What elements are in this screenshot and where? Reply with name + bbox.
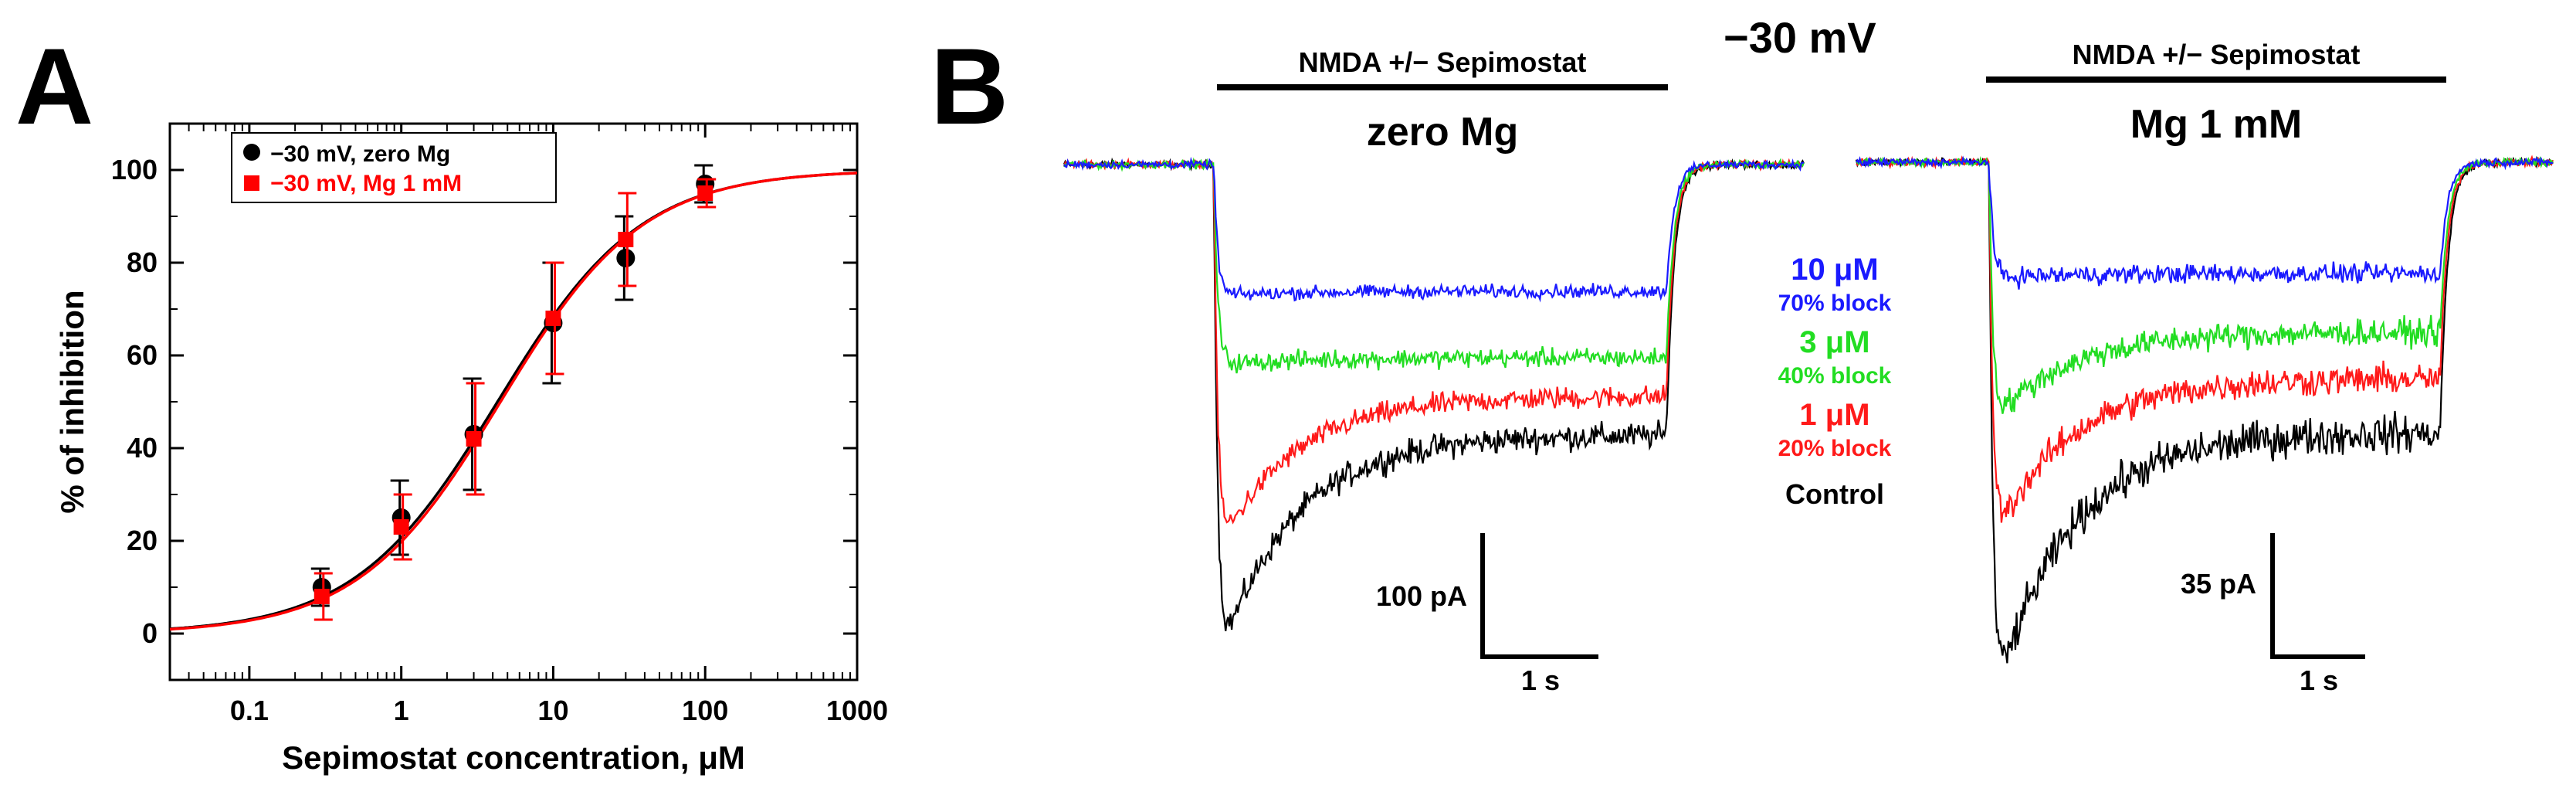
left-traces: [1063, 156, 1805, 631]
right-condition-label: Mg 1 mM: [2130, 102, 2302, 147]
x-tick-label: 0.1: [230, 695, 269, 726]
plot-frame: [168, 122, 859, 681]
conc-label-3: 3 μM: [1799, 325, 1869, 359]
conc-label-1: 1 μM: [1799, 398, 1869, 432]
data-point-mg: [393, 519, 409, 535]
left-scale-bar: [1480, 533, 1598, 659]
dose-response-chart: 0.1 1 10 100 1000 0 20 40 60 80 100 Sepimostat conc…: [54, 122, 888, 776]
trace-control: [1063, 157, 1805, 631]
trace-10-m: [1856, 155, 2553, 290]
trace-1-m: [1063, 157, 1805, 525]
x-tick-label: 1000: [826, 695, 888, 726]
y-tick-label: 60: [127, 339, 158, 371]
fit-curve-zero-mg: [169, 172, 858, 630]
data-point-mg: [618, 232, 634, 247]
legend-marker-zero-mg: [243, 144, 260, 161]
left-scale-time: 1 s: [1521, 664, 1560, 696]
right-scale-current: 35 pA: [2181, 568, 2256, 600]
y-tick-label: 80: [127, 246, 158, 278]
y-tick-label: 0: [142, 617, 158, 649]
data-point-zero-mg: [616, 249, 636, 267]
control-label: Control: [1785, 478, 1884, 510]
left-stim-label: NMDA +/− Sepimostat: [1299, 46, 1587, 78]
legend-marker-mg: [244, 175, 259, 191]
right-scale-bar: [2270, 533, 2365, 659]
trace-3-m: [1063, 157, 1805, 374]
voltage-title: −30 mV: [1724, 13, 1876, 62]
x-tick-label: 100: [682, 695, 728, 726]
right-scale-time: 1 s: [2300, 664, 2338, 696]
trace-10-m: [1063, 156, 1805, 303]
fit-curve-mg: [169, 172, 858, 631]
left-condition-label: zero Mg: [1367, 110, 1518, 155]
trace-3-m: [1856, 155, 2554, 414]
legend-box: [231, 132, 557, 203]
block-label-10: 70% block: [1778, 291, 1892, 316]
y-tick-label: 40: [127, 432, 158, 464]
panel-label-b: B: [930, 25, 1008, 147]
right-traces: [1855, 155, 2554, 664]
legend-label-mg: −30 mV, Mg 1 mM: [270, 171, 462, 196]
y-tick-label: 20: [127, 525, 158, 556]
y-axis-label: % of inhibition: [54, 290, 90, 513]
left-scale-current: 100 pA: [1376, 580, 1467, 612]
y-tick-label: 100: [111, 154, 158, 185]
data-point-mg: [697, 185, 713, 201]
data-point-mg: [314, 589, 330, 604]
conc-label-10: 10 μM: [1791, 253, 1878, 287]
right-stim-label: NMDA +/− Sepimostat: [2073, 39, 2361, 70]
panel-label-a: A: [15, 25, 93, 147]
data-point-mg: [545, 311, 561, 326]
block-label-3: 40% block: [1778, 363, 1892, 389]
block-label-1: 20% block: [1778, 436, 1892, 461]
x-tick-label: 1: [394, 695, 409, 726]
x-axis-label: Sepimostat concentration, μM: [282, 739, 745, 776]
x-tick-label: 10: [537, 695, 568, 726]
data-point-mg: [466, 431, 482, 447]
legend-label-zero-mg: −30 mV, zero Mg: [270, 141, 450, 167]
